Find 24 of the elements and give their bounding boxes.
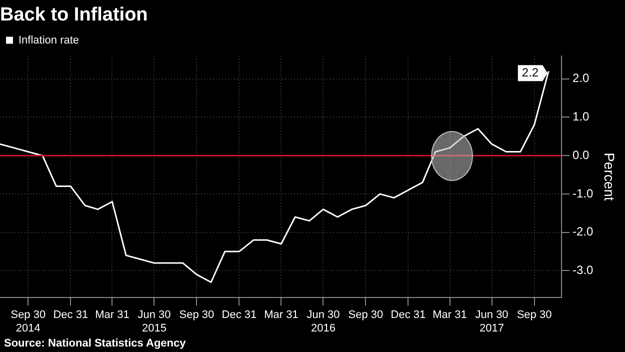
source-note: Source: National Statistics Agency — [4, 338, 187, 350]
x-tick-label: Mar 31 — [264, 309, 298, 322]
y-tick-label: -2.0 — [572, 224, 594, 239]
x-tick-label: Sep 30 2014 — [10, 309, 46, 334]
y-axis-title: Percent — [602, 152, 618, 201]
x-tick-label: Mar 31 — [95, 309, 130, 322]
y-tick-label: -1.0 — [572, 186, 594, 200]
chart-title: Back to Inflation — [0, 4, 148, 26]
x-tick-label: Mar 31 — [432, 309, 467, 322]
x-tick-label: Jun 30 2017 — [475, 309, 508, 334]
x-tick-label: Dec 31 — [390, 309, 426, 322]
y-tick-label: 1.0 — [572, 110, 590, 124]
x-tick-label: Sep 30 — [516, 309, 552, 322]
y-tick-label: 2.0 — [572, 71, 590, 86]
y-tick-label: 0.0 — [572, 148, 590, 162]
x-tick-label: Jun 30 2015 — [138, 309, 171, 334]
x-tick-label: Sep 30 — [179, 309, 214, 322]
y-tick-label: -3.0 — [572, 263, 594, 278]
x-tick-label: Dec 31 — [222, 309, 257, 322]
x-tick-label: Sep 30 — [348, 309, 384, 322]
x-tick-label: Jun 30 2016 — [306, 309, 340, 334]
legend-label: Inflation rate — [18, 34, 80, 46]
data-label: 2.2 — [522, 65, 539, 80]
x-tick-label: Dec 31 — [53, 309, 88, 322]
